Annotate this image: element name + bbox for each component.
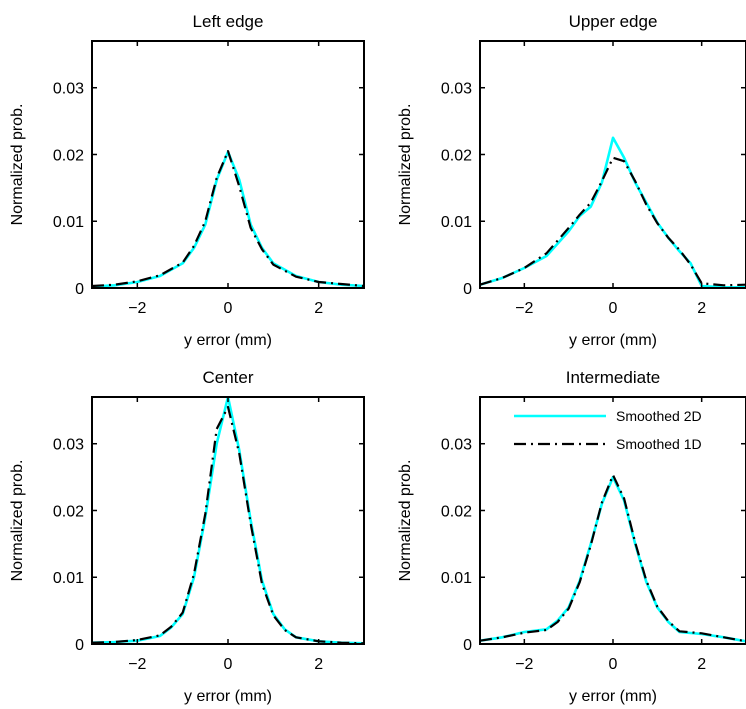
y-tick-label: 0.02 [53,147,84,164]
y-tick-label: 0.03 [441,81,472,98]
x-tick-label: −2 [128,656,146,673]
y-tick-label: 0.01 [441,570,472,587]
chart-panel: Center −2 0 2 0 0.01 0.02 0.03 y error (mm) Norma… [9,368,365,705]
chart-panel: Left edge −2 0 2 0 0.01 0.02 0.03 y error (mm) No… [9,12,365,349]
series-line-smoothed-1d [480,156,746,287]
x-tick-label: 0 [224,300,233,317]
y-tick-label: 0.03 [53,437,84,454]
chart-panel: Intermediate −2 0 2 0 0.01 0.02 0.03 y error (mm… [397,368,746,705]
x-tick-label: 2 [314,656,323,673]
chart-title: Upper edge [569,12,658,31]
y-tick-label: 0 [75,637,84,654]
x-axis-label: y error (mm) [184,688,272,705]
y-tick-label: 0 [463,281,472,298]
y-tick-label: 0.02 [441,503,472,520]
series-line-smoothed-2d [480,136,746,288]
x-tick-label: −2 [515,300,533,317]
axes-frame [479,40,746,289]
x-tick-label: 2 [697,300,706,317]
series-line-smoothed-2d [92,150,364,288]
chart-title: Left edge [193,12,264,31]
y-tick-label: 0.01 [53,214,84,231]
y-tick-label: 0.03 [441,437,472,454]
chart-title: Intermediate [566,368,661,387]
series-line-smoothed-1d [92,405,364,644]
x-axis-label: y error (mm) [184,332,272,349]
legend-label: Smoothed 1D [616,436,702,452]
chart-title: Center [202,368,253,387]
y-axis-label: Normalized prob. [9,104,26,226]
axes-frame [479,396,746,645]
x-tick-label: −2 [515,656,533,673]
y-tick-label: 0 [463,637,472,654]
x-tick-label: 0 [224,656,233,673]
series-line-smoothed-2d [480,475,746,643]
x-tick-label: −2 [128,300,146,317]
legend-label: Smoothed 2D [616,408,702,424]
y-tick-label: 0 [75,281,84,298]
y-axis-label: Normalized prob. [397,460,414,582]
x-tick-label: 0 [609,656,618,673]
legend: Smoothed 2D Smoothed 1D [514,408,702,452]
y-axis-label: Normalized prob. [397,104,414,226]
x-tick-label: 0 [609,300,618,317]
series-line-smoothed-1d [92,150,364,288]
x-axis-label: y error (mm) [569,688,657,705]
y-axis-label: Normalized prob. [9,460,26,582]
x-tick-label: 2 [314,300,323,317]
series-line-smoothed-2d [92,397,364,644]
y-tick-label: 0.01 [441,214,472,231]
y-tick-label: 0.02 [441,147,472,164]
chart-panel: Upper edge −2 0 2 0 0.01 0.02 0.03 y error (mm) N… [397,12,746,349]
axes-frame [91,40,365,289]
x-axis-label: y error (mm) [569,332,657,349]
x-tick-label: 2 [697,656,706,673]
axes-frame [91,396,365,645]
y-tick-label: 0.01 [53,570,84,587]
y-tick-label: 0.02 [53,503,84,520]
y-tick-label: 0.03 [53,81,84,98]
series-line-smoothed-1d [480,474,746,643]
